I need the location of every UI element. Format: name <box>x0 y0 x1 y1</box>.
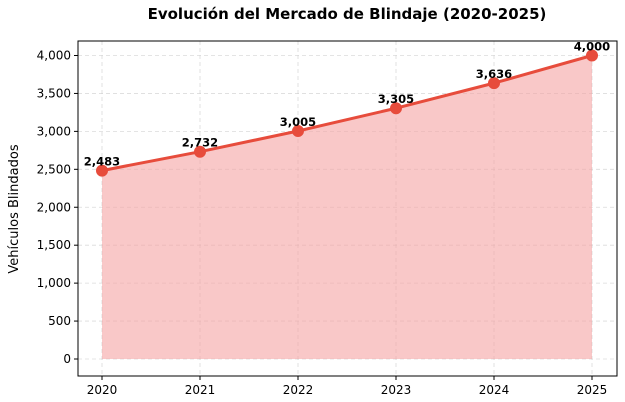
data-label: 2,483 <box>84 155 120 169</box>
y-tick-label: 4,000 <box>37 49 71 63</box>
marker-layer <box>96 49 598 177</box>
ticks: 0 500 1,000 1,500 2,000 2,500 3,000 3,500 4,000 2… <box>37 49 608 398</box>
label-layer: 2,483 2,732 3,005 3,305 3,636 4,000 <box>84 40 610 169</box>
data-point <box>96 164 108 177</box>
x-tick-label: 2020 <box>87 383 118 397</box>
y-tick-label: 3,000 <box>37 124 71 138</box>
x-tick-label: 2023 <box>381 383 412 397</box>
line-layer <box>101 54 593 173</box>
data-label: 2,732 <box>182 136 218 150</box>
y-axis-title: Vehículos Blindados <box>7 144 22 273</box>
y-tick-label: 3,500 <box>37 86 71 100</box>
data-label: 4,000 <box>574 40 610 54</box>
data-point <box>488 77 500 90</box>
data-label: 3,005 <box>280 115 316 129</box>
area-fill <box>102 55 592 359</box>
y-tick-label: 1,000 <box>37 276 71 290</box>
y-tick-label: 1,500 <box>37 238 71 252</box>
data-label: 3,636 <box>476 67 512 81</box>
y-tick-label: 0 <box>63 352 71 366</box>
data-point <box>194 145 206 158</box>
data-point <box>292 124 304 137</box>
x-tick-label: 2022 <box>283 383 314 397</box>
series-line <box>101 54 593 173</box>
area-layer <box>102 55 592 359</box>
y-tick-label: 500 <box>48 314 71 328</box>
x-tick-label: 2024 <box>479 383 510 397</box>
chart-title: Evolución del Mercado de Blindaje (2020-… <box>148 5 547 23</box>
data-point <box>586 49 598 62</box>
plot-frame <box>77 40 618 377</box>
x-tick-label: 2025 <box>577 383 608 397</box>
y-tick-label: 2,500 <box>37 162 71 176</box>
data-point <box>390 102 402 115</box>
axes <box>77 40 618 377</box>
x-tick-label: 2021 <box>185 383 216 397</box>
y-tick-label: 2,000 <box>37 200 71 214</box>
data-label: 3,305 <box>378 92 414 106</box>
